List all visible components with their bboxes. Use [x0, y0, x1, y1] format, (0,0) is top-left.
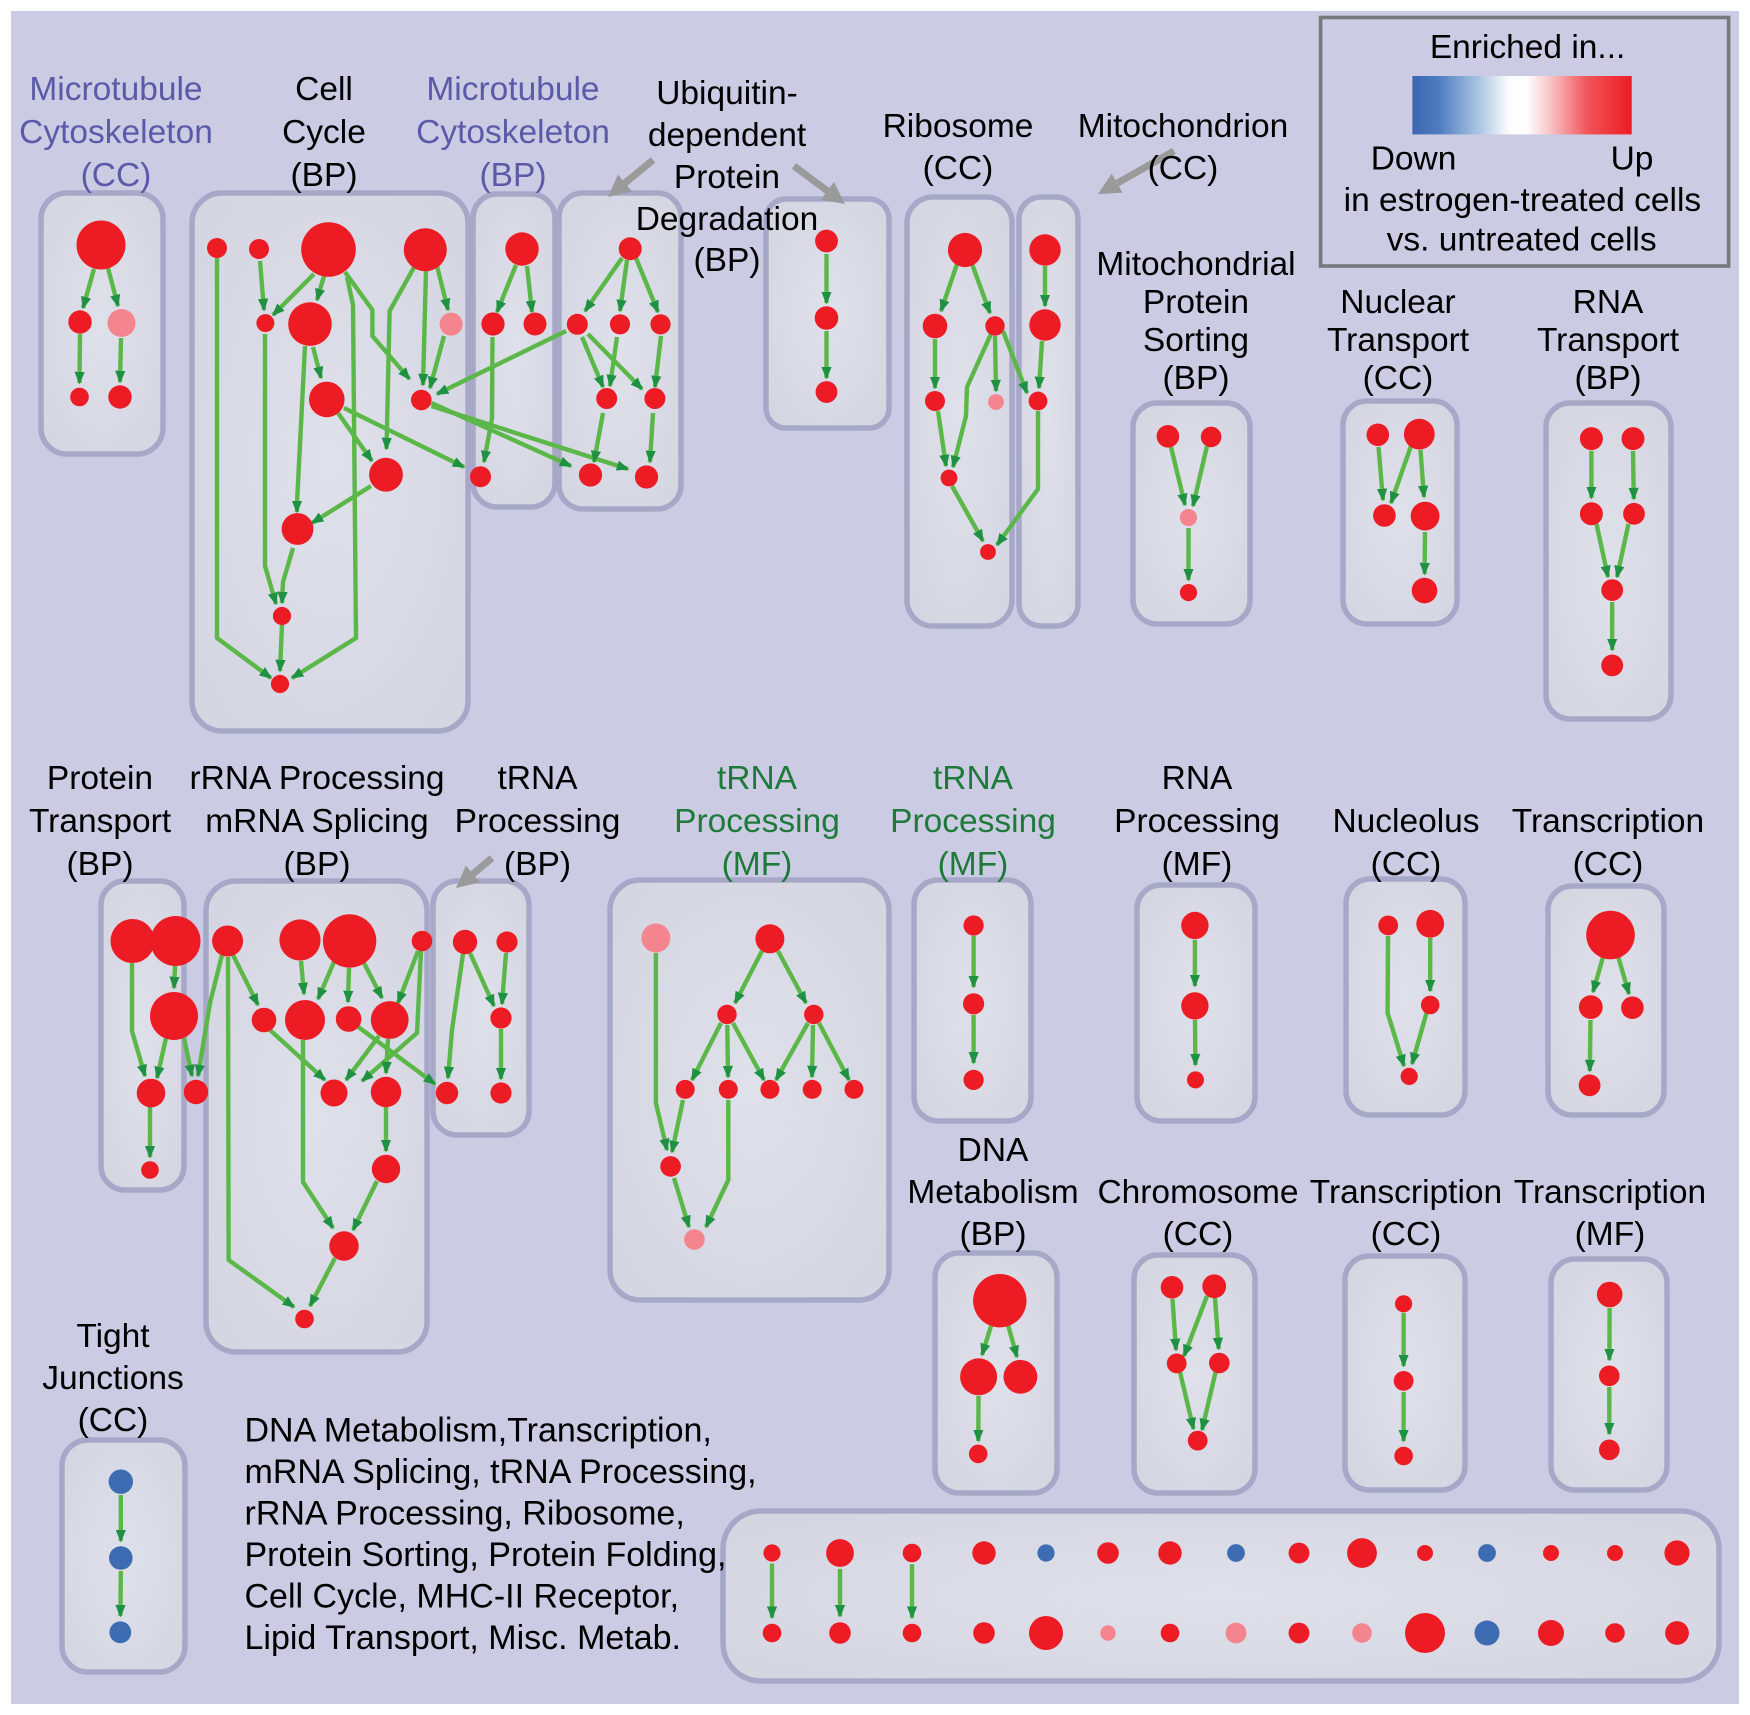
- svg-text:Protein: Protein: [1143, 284, 1249, 321]
- svg-text:(CC): (CC): [78, 1402, 149, 1439]
- svg-text:RNA: RNA: [1162, 760, 1233, 797]
- svg-text:Metabolism: Metabolism: [907, 1174, 1078, 1211]
- svg-text:Processing: Processing: [455, 803, 621, 840]
- svg-text:Sorting: Sorting: [1143, 322, 1249, 359]
- svg-text:Cytoskeleton: Cytoskeleton: [416, 114, 610, 151]
- svg-text:Transcription: Transcription: [1310, 1174, 1502, 1211]
- svg-text:Transport: Transport: [1537, 322, 1680, 359]
- svg-text:(CC): (CC): [81, 157, 152, 194]
- svg-text:tRNA: tRNA: [717, 760, 798, 797]
- svg-text:Junctions: Junctions: [42, 1360, 184, 1397]
- svg-text:Protein Sorting, Protein Foldi: Protein Sorting, Protein Folding,: [245, 1536, 727, 1574]
- svg-text:Protein: Protein: [47, 760, 153, 797]
- svg-text:(CC): (CC): [1148, 150, 1219, 187]
- svg-text:Ubiquitin-: Ubiquitin-: [656, 75, 798, 112]
- svg-text:(MF): (MF): [1575, 1216, 1646, 1253]
- svg-text:(BP): (BP): [1163, 360, 1230, 397]
- svg-text:Processing: Processing: [1114, 803, 1280, 840]
- svg-text:Cytoskeleton: Cytoskeleton: [19, 114, 213, 151]
- svg-text:(BP): (BP): [291, 157, 358, 194]
- svg-text:DNA: DNA: [958, 1132, 1029, 1169]
- svg-text:Down: Down: [1371, 141, 1457, 178]
- svg-text:Tight: Tight: [76, 1318, 150, 1355]
- svg-text:Ribosome: Ribosome: [883, 108, 1034, 145]
- svg-text:Enriched in...: Enriched in...: [1430, 29, 1626, 66]
- svg-text:vs. untreated cells: vs. untreated cells: [1387, 222, 1657, 259]
- svg-text:rRNA Processing: rRNA Processing: [189, 760, 444, 797]
- svg-text:(CC): (CC): [1573, 846, 1644, 883]
- svg-text:Up: Up: [1611, 141, 1654, 178]
- svg-text:Chromosome: Chromosome: [1097, 1174, 1298, 1211]
- svg-text:(BP): (BP): [504, 846, 571, 883]
- svg-text:Processing: Processing: [674, 803, 840, 840]
- svg-text:mRNA Splicing: mRNA Splicing: [205, 803, 428, 840]
- svg-text:Degradation: Degradation: [636, 201, 819, 238]
- svg-text:Protein: Protein: [674, 159, 780, 196]
- svg-text:(CC): (CC): [1371, 846, 1442, 883]
- svg-text:(MF): (MF): [722, 846, 793, 883]
- svg-text:Microtubule: Microtubule: [29, 71, 202, 108]
- svg-text:Cell Cycle, MHC-II Receptor,: Cell Cycle, MHC-II Receptor,: [245, 1578, 680, 1616]
- svg-text:tRNA: tRNA: [497, 760, 578, 797]
- svg-text:(BP): (BP): [694, 242, 761, 279]
- svg-text:(CC): (CC): [1163, 1216, 1234, 1253]
- svg-text:Transport: Transport: [29, 803, 172, 840]
- svg-text:Mitochondrial: Mitochondrial: [1096, 246, 1295, 283]
- svg-text:Microtubule: Microtubule: [426, 71, 599, 108]
- svg-text:(MF): (MF): [1162, 846, 1233, 883]
- svg-text:Transcription: Transcription: [1514, 1174, 1706, 1211]
- svg-text:tRNA: tRNA: [933, 760, 1014, 797]
- svg-text:rRNA Processing, Ribosome,: rRNA Processing, Ribosome,: [245, 1495, 685, 1533]
- svg-text:Transport: Transport: [1327, 322, 1470, 359]
- svg-text:(BP): (BP): [67, 846, 134, 883]
- svg-text:RNA: RNA: [1573, 284, 1644, 321]
- svg-text:(CC): (CC): [923, 150, 994, 187]
- svg-text:mRNA Splicing, tRNA Processing: mRNA Splicing, tRNA Processing,: [245, 1453, 757, 1491]
- svg-text:(CC): (CC): [1363, 360, 1434, 397]
- svg-text:in estrogen-treated cells: in estrogen-treated cells: [1344, 182, 1702, 219]
- svg-text:(BP): (BP): [960, 1216, 1027, 1253]
- svg-text:dependent: dependent: [648, 117, 807, 154]
- svg-text:(MF): (MF): [938, 846, 1009, 883]
- svg-text:(CC): (CC): [1371, 1216, 1442, 1253]
- svg-text:Cycle: Cycle: [282, 114, 366, 151]
- svg-text:Mitochondrion: Mitochondrion: [1078, 108, 1288, 145]
- svg-text:Lipid Transport, Misc. Metab.: Lipid Transport, Misc. Metab.: [245, 1619, 682, 1657]
- svg-text:Nuclear: Nuclear: [1340, 284, 1455, 321]
- svg-text:DNA Metabolism,Transcription,: DNA Metabolism,Transcription,: [245, 1412, 712, 1450]
- svg-text:(BP): (BP): [480, 157, 547, 194]
- svg-text:(BP): (BP): [1575, 360, 1642, 397]
- svg-text:Processing: Processing: [890, 803, 1056, 840]
- svg-text:Transcription: Transcription: [1512, 803, 1704, 840]
- svg-text:Cell: Cell: [295, 71, 353, 108]
- svg-text:(BP): (BP): [284, 846, 351, 883]
- svg-text:Nucleolus: Nucleolus: [1332, 803, 1479, 840]
